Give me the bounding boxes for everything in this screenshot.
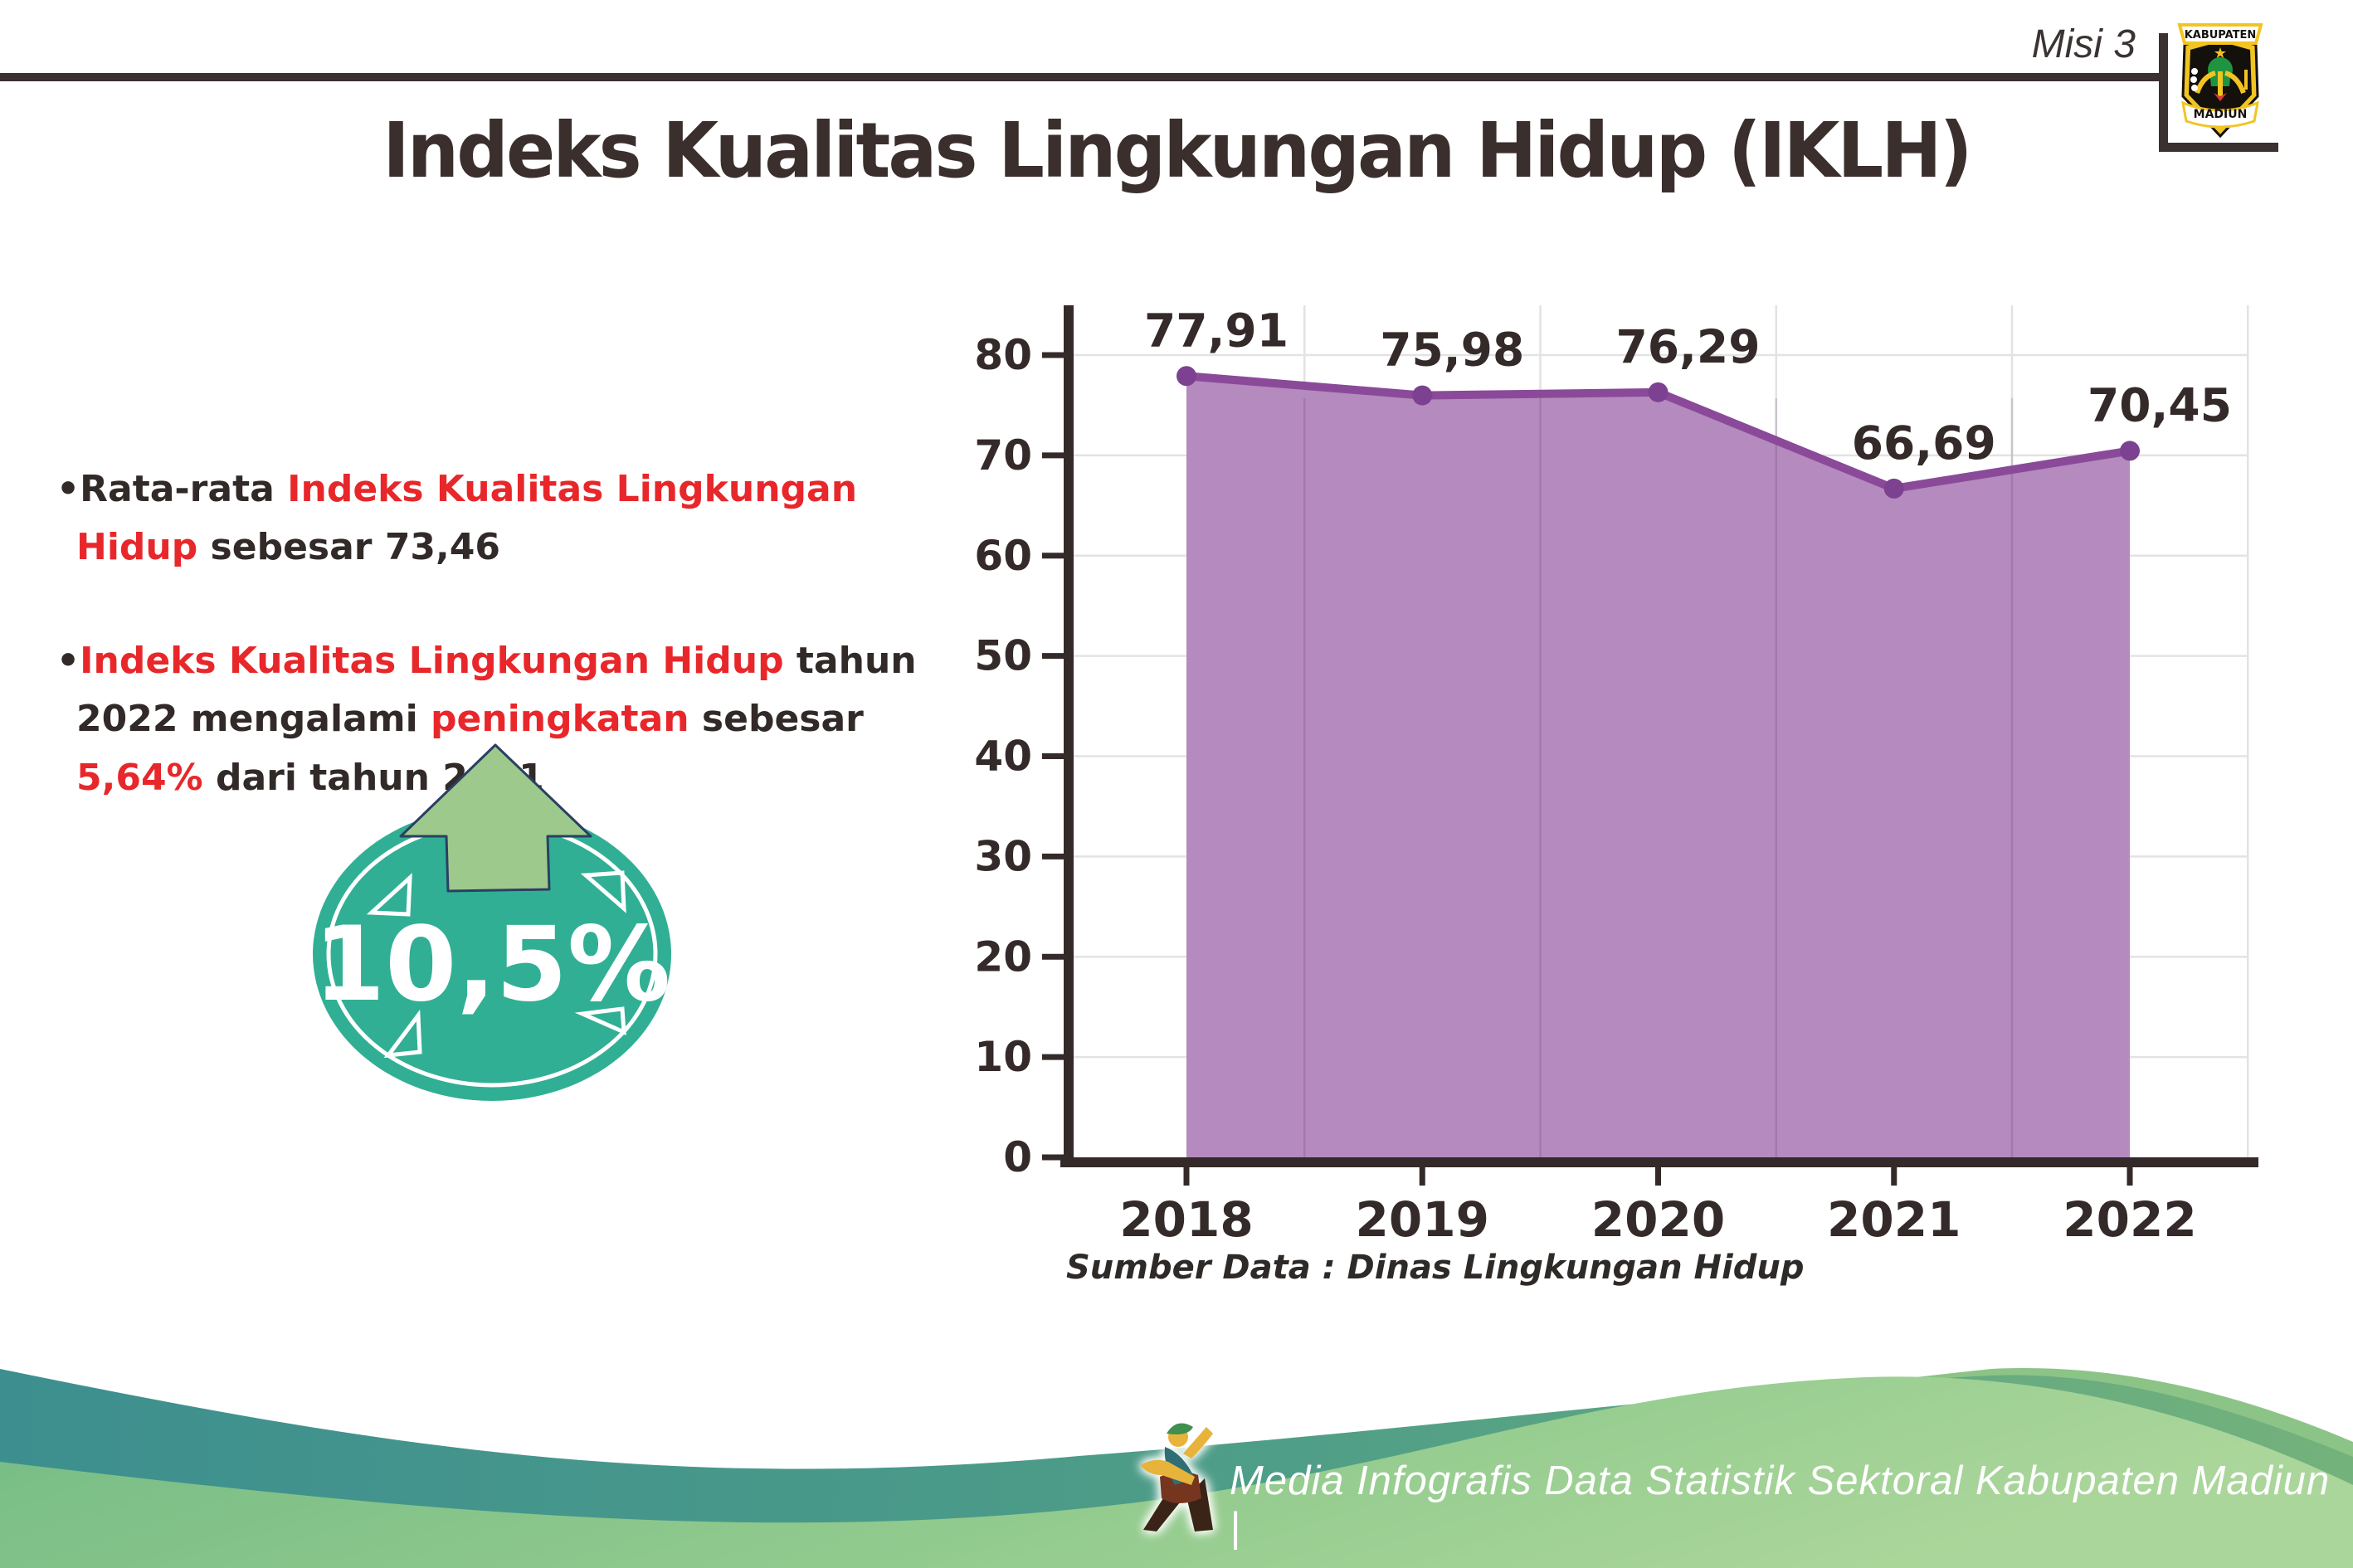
x-axis-line (1060, 1157, 2258, 1167)
wave-light-green (0, 1376, 2353, 1568)
source-note: Sumber Data : Dinas Lingkungan Hidup (1066, 1249, 1805, 1287)
y-tick-label: 20 (974, 933, 1032, 981)
footer-waves (0, 1367, 2353, 1568)
bullet-marker: • (56, 468, 80, 510)
logo-cotton-icon (2191, 85, 2198, 91)
bullet2-seg1: Indeks Kualitas Lingkungan Hidup (80, 639, 784, 682)
up-arrow-icon (399, 743, 592, 893)
bullet-average-iklh: •Rata-rata Indeks Kualitas Lingkungan Hi… (56, 460, 973, 577)
data-point (2120, 441, 2140, 461)
badge-value: 10,5% (314, 905, 670, 1025)
data-point (1648, 382, 1669, 402)
data-label: 66,69 (1852, 416, 1996, 470)
logo-bottom-banner-text: MADIUN (2194, 108, 2248, 121)
logo-bracket-vertical (2159, 33, 2168, 152)
y-tick-label: 10 (974, 1033, 1032, 1081)
logo-cotton-icon (2191, 68, 2198, 75)
y-tick-label: 60 (974, 532, 1032, 580)
badge-accent-triangle (574, 1006, 626, 1035)
x-tick-label: 2018 (1119, 1191, 1253, 1248)
logo-red-emblem (2214, 93, 2227, 101)
logo-bottom-banner (2181, 100, 2259, 129)
bullet2-seg3: peningkatan (431, 698, 689, 741)
dancer-mascot-icon (1140, 1423, 1213, 1531)
data-label: 76,29 (1616, 320, 1761, 373)
bullet2-seg4: sebesar (689, 698, 864, 741)
y-tick-label: 50 (974, 632, 1032, 680)
bullet2-seg2: tahun 2022 mengalami (76, 639, 917, 741)
data-point (1176, 366, 1196, 387)
logo-bracket-horizontal (2159, 143, 2278, 152)
data-point (1412, 385, 1433, 406)
y-tick-label: 40 (974, 733, 1032, 781)
logo-cotton-icon (2190, 76, 2197, 83)
y-tick-label: 70 (974, 431, 1032, 480)
logo-wing-left (2195, 71, 2216, 95)
x-tick-label: 2019 (1356, 1191, 1489, 1248)
bullet1-seg2: Indeks Kualitas Lingkungan Hidup (76, 468, 858, 569)
logo-top-banner-text: KABUPATEN (2185, 29, 2257, 41)
key-findings: •Rata-rata Indeks Kualitas Lingkungan Hi… (56, 460, 973, 862)
misi-label: Misi 3 (2031, 22, 2136, 66)
data-label: 77,91 (1144, 304, 1289, 357)
x-tick-label: 2021 (1827, 1191, 1961, 1248)
bullet1-seg3: sebesar 73,46 (197, 526, 500, 569)
iklh-chart: 0 10 20 30 40 50 60 70 80 2018 2019 2020 2021 2022 77,… (974, 304, 2258, 1248)
page-title: Indeks Kualitas Lingkungan Hidup (IKLH) (382, 106, 1972, 195)
bullet1-seg1: Rata-rata (80, 468, 288, 510)
badge-circle (313, 807, 671, 1101)
data-point (1883, 478, 1904, 499)
bullet2-seg5: 5,64% (76, 756, 203, 799)
bullet-iklh-increase: •Indeks Kualitas Lingkungan Hidup tahun … (56, 632, 973, 807)
x-tick-label: 2022 (2063, 1191, 2196, 1248)
y-tick-label: 80 (974, 331, 1032, 379)
logo-top-banner (2177, 23, 2263, 45)
y-axis-line (1064, 305, 1074, 1167)
header-rule (0, 73, 2163, 81)
footer-credit: Media Infografis Data Statistik Sektoral… (1230, 1458, 2331, 1550)
area-fill (1186, 376, 2130, 1157)
kabupaten-madiun-logo-icon: ★ KABUPATEN MADIUN (2177, 23, 2263, 139)
y-tick-label: 0 (1003, 1133, 1032, 1181)
bullet-marker: • (56, 639, 80, 682)
badge-accent-triangle (383, 1009, 422, 1059)
logo-tree-trunk (2218, 71, 2223, 96)
x-tick-label: 2020 (1591, 1191, 1725, 1248)
y-tick-label: 30 (974, 832, 1032, 880)
increase-badge: 10,5% (313, 743, 671, 1101)
data-label: 70,45 (2087, 378, 2232, 431)
badge-accent-triangle (580, 870, 626, 913)
badge-accent-triangle (366, 873, 412, 917)
data-label: 75,98 (1380, 324, 1524, 377)
logo-wing-right (2224, 71, 2246, 95)
